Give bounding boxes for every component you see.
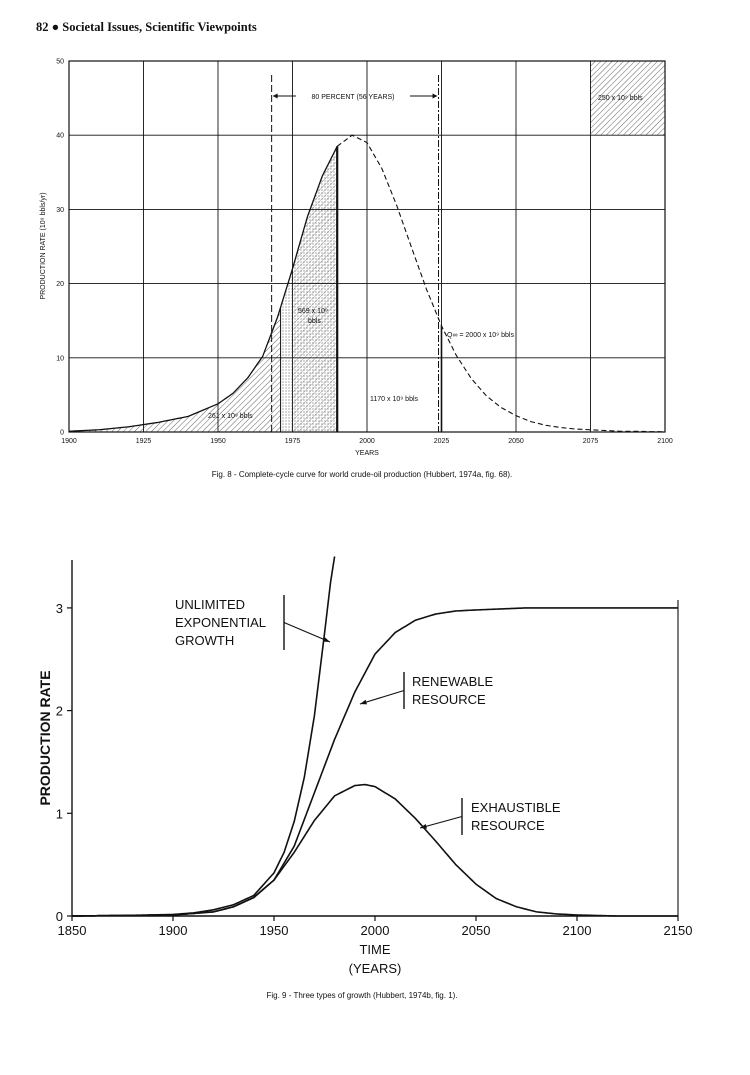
- fig8-historical-curve: [68, 146, 338, 432]
- fig8-top-right-hatched-box: [590, 61, 665, 136]
- fig9-label-pointer: [419, 815, 463, 829]
- fig8-curve: [68, 75, 666, 433]
- fig8-area-future-label: 1170 x 10⁹ bbls: [370, 396, 419, 403]
- fig9-series-label-line: RENEWABLE: [412, 674, 493, 689]
- fig8-y-tick-label: 50: [56, 59, 64, 66]
- fig8-x-tick-label: 2100: [657, 438, 673, 445]
- fig9-label-pointer: [283, 621, 331, 643]
- fig8-caption: Fig. 8 - Complete-cycle curve for world …: [212, 470, 513, 479]
- fig9-axes: [67, 560, 679, 921]
- page-header: 82 ● Societal Issues, Scientific Viewpoi…: [36, 20, 257, 34]
- fig8-tick-labels: 1900 1925 1950 1975 2000 2025 2050 2075 21000102…: [56, 59, 673, 446]
- fig9-x-tick-label: 1900: [159, 923, 188, 938]
- fig9-x-tick-label: 1850: [58, 923, 87, 938]
- fig9-x-tick-label: 2000: [361, 923, 390, 938]
- fig9-x-tick-label: 2050: [462, 923, 491, 938]
- fig8-area-recent-label-b: bbls: [308, 318, 321, 325]
- fig9-label-arrowhead: [323, 637, 330, 642]
- fig8-plot-frame: [68, 60, 666, 433]
- fig8-y-axis-label: PRODUCTION RATE (10⁹ bbls/yr): [40, 192, 47, 299]
- fig8-area-past-label: 261 x 10⁹ bbls: [208, 413, 253, 420]
- fig9-series-label-line: UNLIMITED: [175, 597, 245, 612]
- fig9-caption: Fig. 9 - Three types of growth (Hubbert,…: [266, 991, 457, 1000]
- fig8-x-tick-label: 2050: [508, 438, 524, 445]
- fig9-x-tick-label: 2150: [664, 923, 693, 938]
- fig9-x-axis-label: TIME: [359, 942, 390, 957]
- fig8-y-tick-label: 40: [56, 133, 64, 140]
- fig8-top-right-label: 250 x 10⁹ bbls: [598, 95, 643, 102]
- fig9-series-exhaustible: [71, 783, 678, 917]
- fig8-x-tick-label: 2075: [583, 438, 599, 445]
- fig8-eighty-arrowhead-left: [272, 93, 278, 99]
- fig9-series-label-line: EXHAUSTIBLE: [471, 800, 561, 815]
- fig9-label-arrowhead: [420, 823, 427, 829]
- fig9-series-lines: [71, 556, 678, 917]
- fig9-x-axis-label-units: (YEARS): [349, 961, 402, 976]
- fig9-y-tick-label: 3: [56, 601, 63, 616]
- fig9-series-renewable: [71, 607, 678, 917]
- fig8-x-tick-label: 1925: [136, 438, 152, 445]
- fig8-x-tick-label: 1975: [285, 438, 301, 445]
- fig8-y-tick-label: 10: [56, 355, 64, 362]
- fig9-label-arrowhead: [360, 699, 367, 705]
- fig9-label-pointer: [359, 689, 405, 705]
- fig9-x-tick-label: 2100: [563, 923, 592, 938]
- fig9-series-exponential: [71, 556, 336, 917]
- fig9-series-labels: UNLIMITED EXPONENTIAL GROWTH RENEWABLE RESOU…: [175, 595, 561, 835]
- fig9-tick-labels: 1850 1900 1950 2000 2050 2100 2150 0 1 2 3: [56, 601, 693, 938]
- fig8-x-tick-label: 1950: [210, 438, 226, 445]
- fig8-annotations: 80 PERCENT (56 YEARS) 261 x 10⁹ bbls 569…: [208, 94, 643, 420]
- fig9-series-label-line: GROWTH: [175, 633, 234, 648]
- fig8-x-tick-label: 1900: [61, 438, 77, 445]
- fig9-x-tick-label: 1950: [260, 923, 289, 938]
- fig8-y-tick-label: 20: [56, 281, 64, 288]
- fig9-y-tick-label: 2: [56, 704, 63, 719]
- fig9-series-label-line: RESOURCE: [412, 692, 486, 707]
- fig8-chart: 1900 1925 1950 1975 2000 2025 2050 2075 21000102…: [40, 59, 673, 480]
- fig8-eighty-arrowhead-right: [432, 93, 438, 99]
- fig9-y-axis-label: PRODUCTION RATE: [37, 670, 53, 805]
- fig9-y-tick-label: 1: [56, 806, 63, 821]
- fig8-area-past: [69, 307, 281, 432]
- fig8-q-total-label: Q∞ = 2000 x 10⁹ bbls: [447, 332, 514, 339]
- fig8-y-tick-label: 0: [60, 430, 64, 437]
- fig8-shaded-areas: [69, 61, 665, 432]
- fig9-series-label-line: RESOURCE: [471, 818, 545, 833]
- fig8-gridlines: [68, 60, 666, 433]
- fig8-forecast-curve: [336, 134, 666, 433]
- fig8-area-recent-hatch: [292, 146, 338, 432]
- fig8-x-tick-label: 2000: [359, 438, 375, 445]
- fig8-eighty-percent-label: 80 PERCENT (56 YEARS): [312, 94, 395, 101]
- fig8-x-tick-label: 2025: [434, 438, 450, 445]
- fig9-series-label-line: EXPONENTIAL: [175, 615, 266, 630]
- fig8-x-axis-label: YEARS: [355, 450, 379, 457]
- fig9-y-tick-label: 0: [56, 909, 63, 924]
- fig8-y-tick-label: 30: [56, 207, 64, 214]
- fig8-area-recent-label-a: 569 x 10⁹: [298, 308, 328, 315]
